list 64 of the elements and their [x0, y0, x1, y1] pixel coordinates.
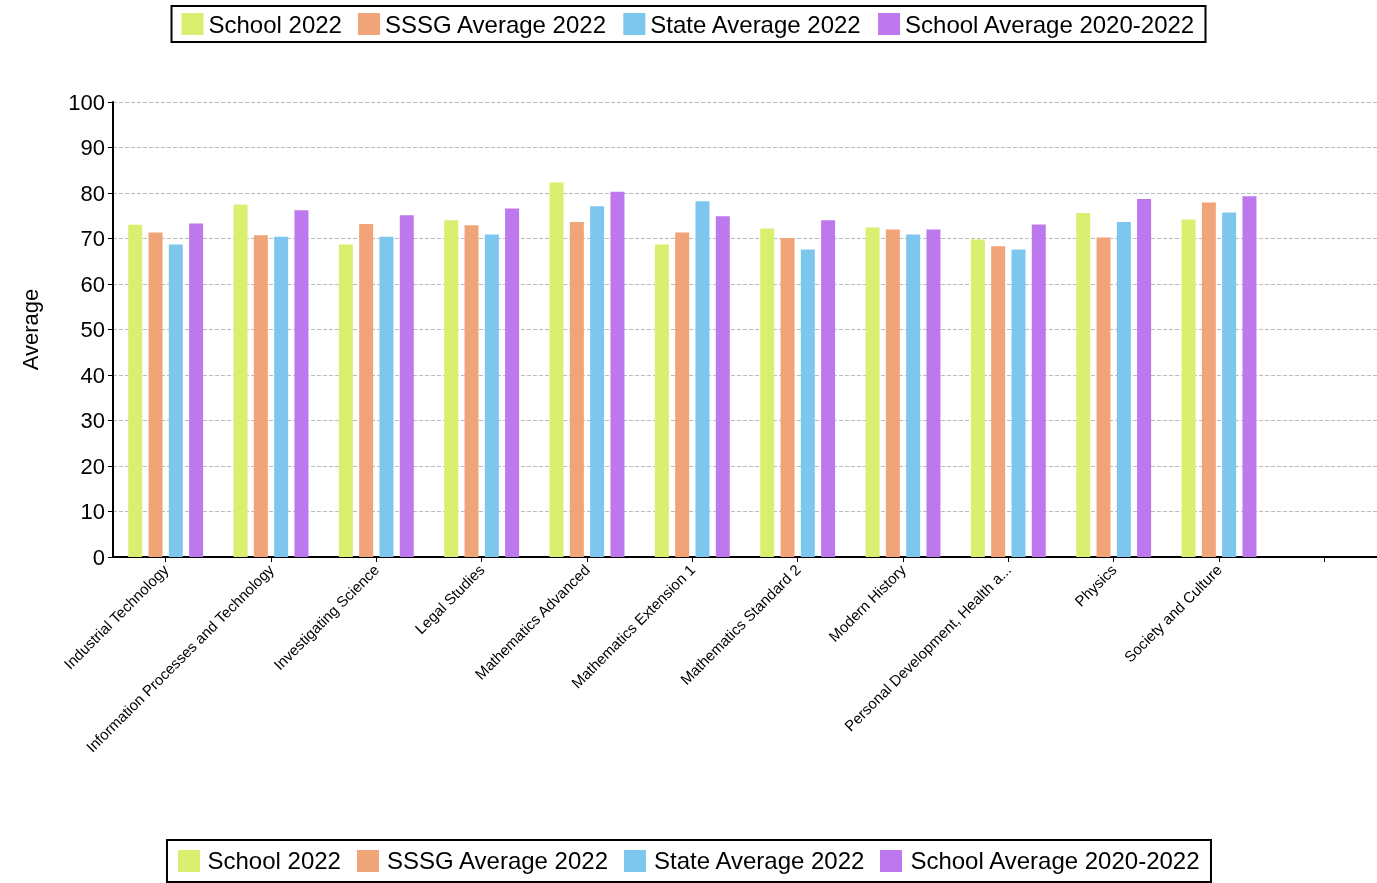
bar: [1031, 224, 1046, 557]
bar: [484, 234, 499, 557]
bar: [970, 239, 985, 557]
bar: [359, 223, 374, 557]
bar: [1181, 219, 1196, 557]
bar: [865, 227, 880, 557]
bar: [885, 229, 900, 557]
legend-label: State Average 2022: [650, 10, 861, 38]
legend-label: School Average 2020-2022: [905, 10, 1195, 38]
bar: [1201, 202, 1216, 557]
bar: [1096, 237, 1111, 557]
y-tick-label: 0: [92, 544, 105, 570]
y-tick-label: 70: [80, 226, 105, 251]
bar: [549, 182, 564, 557]
bar: [610, 191, 625, 557]
bar: [233, 204, 248, 557]
y-tick-label: 40: [80, 362, 105, 388]
bar: [654, 244, 669, 557]
bar: [294, 210, 309, 557]
bar: [399, 215, 414, 557]
bar: [128, 224, 143, 557]
bar: [1076, 213, 1091, 557]
bar: [253, 235, 268, 557]
bar: [926, 229, 941, 557]
bar: [1222, 212, 1237, 557]
bar: [338, 244, 353, 557]
bar: [505, 208, 520, 557]
y-axis-title: Average: [17, 288, 43, 371]
bar: [464, 225, 479, 557]
bar: [189, 223, 204, 557]
bar: [1011, 249, 1026, 557]
text: School 2022: [207, 847, 341, 874]
bar: [1242, 196, 1257, 557]
bar: [695, 201, 710, 557]
bar: [590, 206, 605, 557]
bar: [991, 246, 1006, 557]
bar: [715, 216, 730, 557]
legend-label: SSSG Average 2022: [384, 10, 607, 38]
y-tick-label: 100: [68, 89, 105, 115]
bar: [675, 232, 690, 557]
text: State Average 2022: [653, 847, 865, 874]
text: SSSG Average 2022: [386, 847, 608, 874]
bar: [760, 228, 775, 557]
y-tick-label: 10: [80, 499, 105, 524]
bar: [821, 220, 836, 557]
y-tick-label: 80: [80, 180, 105, 206]
bar: [1116, 222, 1131, 557]
legend-label: School 2022: [208, 10, 342, 38]
bar: [780, 238, 795, 557]
y-tick-label: 50: [80, 317, 105, 342]
bar: [274, 236, 289, 557]
text: School Average 2020-2022: [910, 847, 1200, 874]
y-tick-label: 90: [80, 135, 105, 160]
bar: [1137, 198, 1152, 557]
y-tick-label: 60: [80, 271, 105, 297]
bar: [148, 232, 163, 557]
y-tick-label: 30: [80, 408, 105, 433]
bar: [379, 236, 394, 557]
bar: [800, 249, 815, 557]
bar: [906, 234, 921, 557]
bar: [569, 222, 584, 557]
y-tick-label: 20: [80, 453, 105, 479]
bar: [168, 244, 183, 557]
bar: [444, 220, 459, 557]
